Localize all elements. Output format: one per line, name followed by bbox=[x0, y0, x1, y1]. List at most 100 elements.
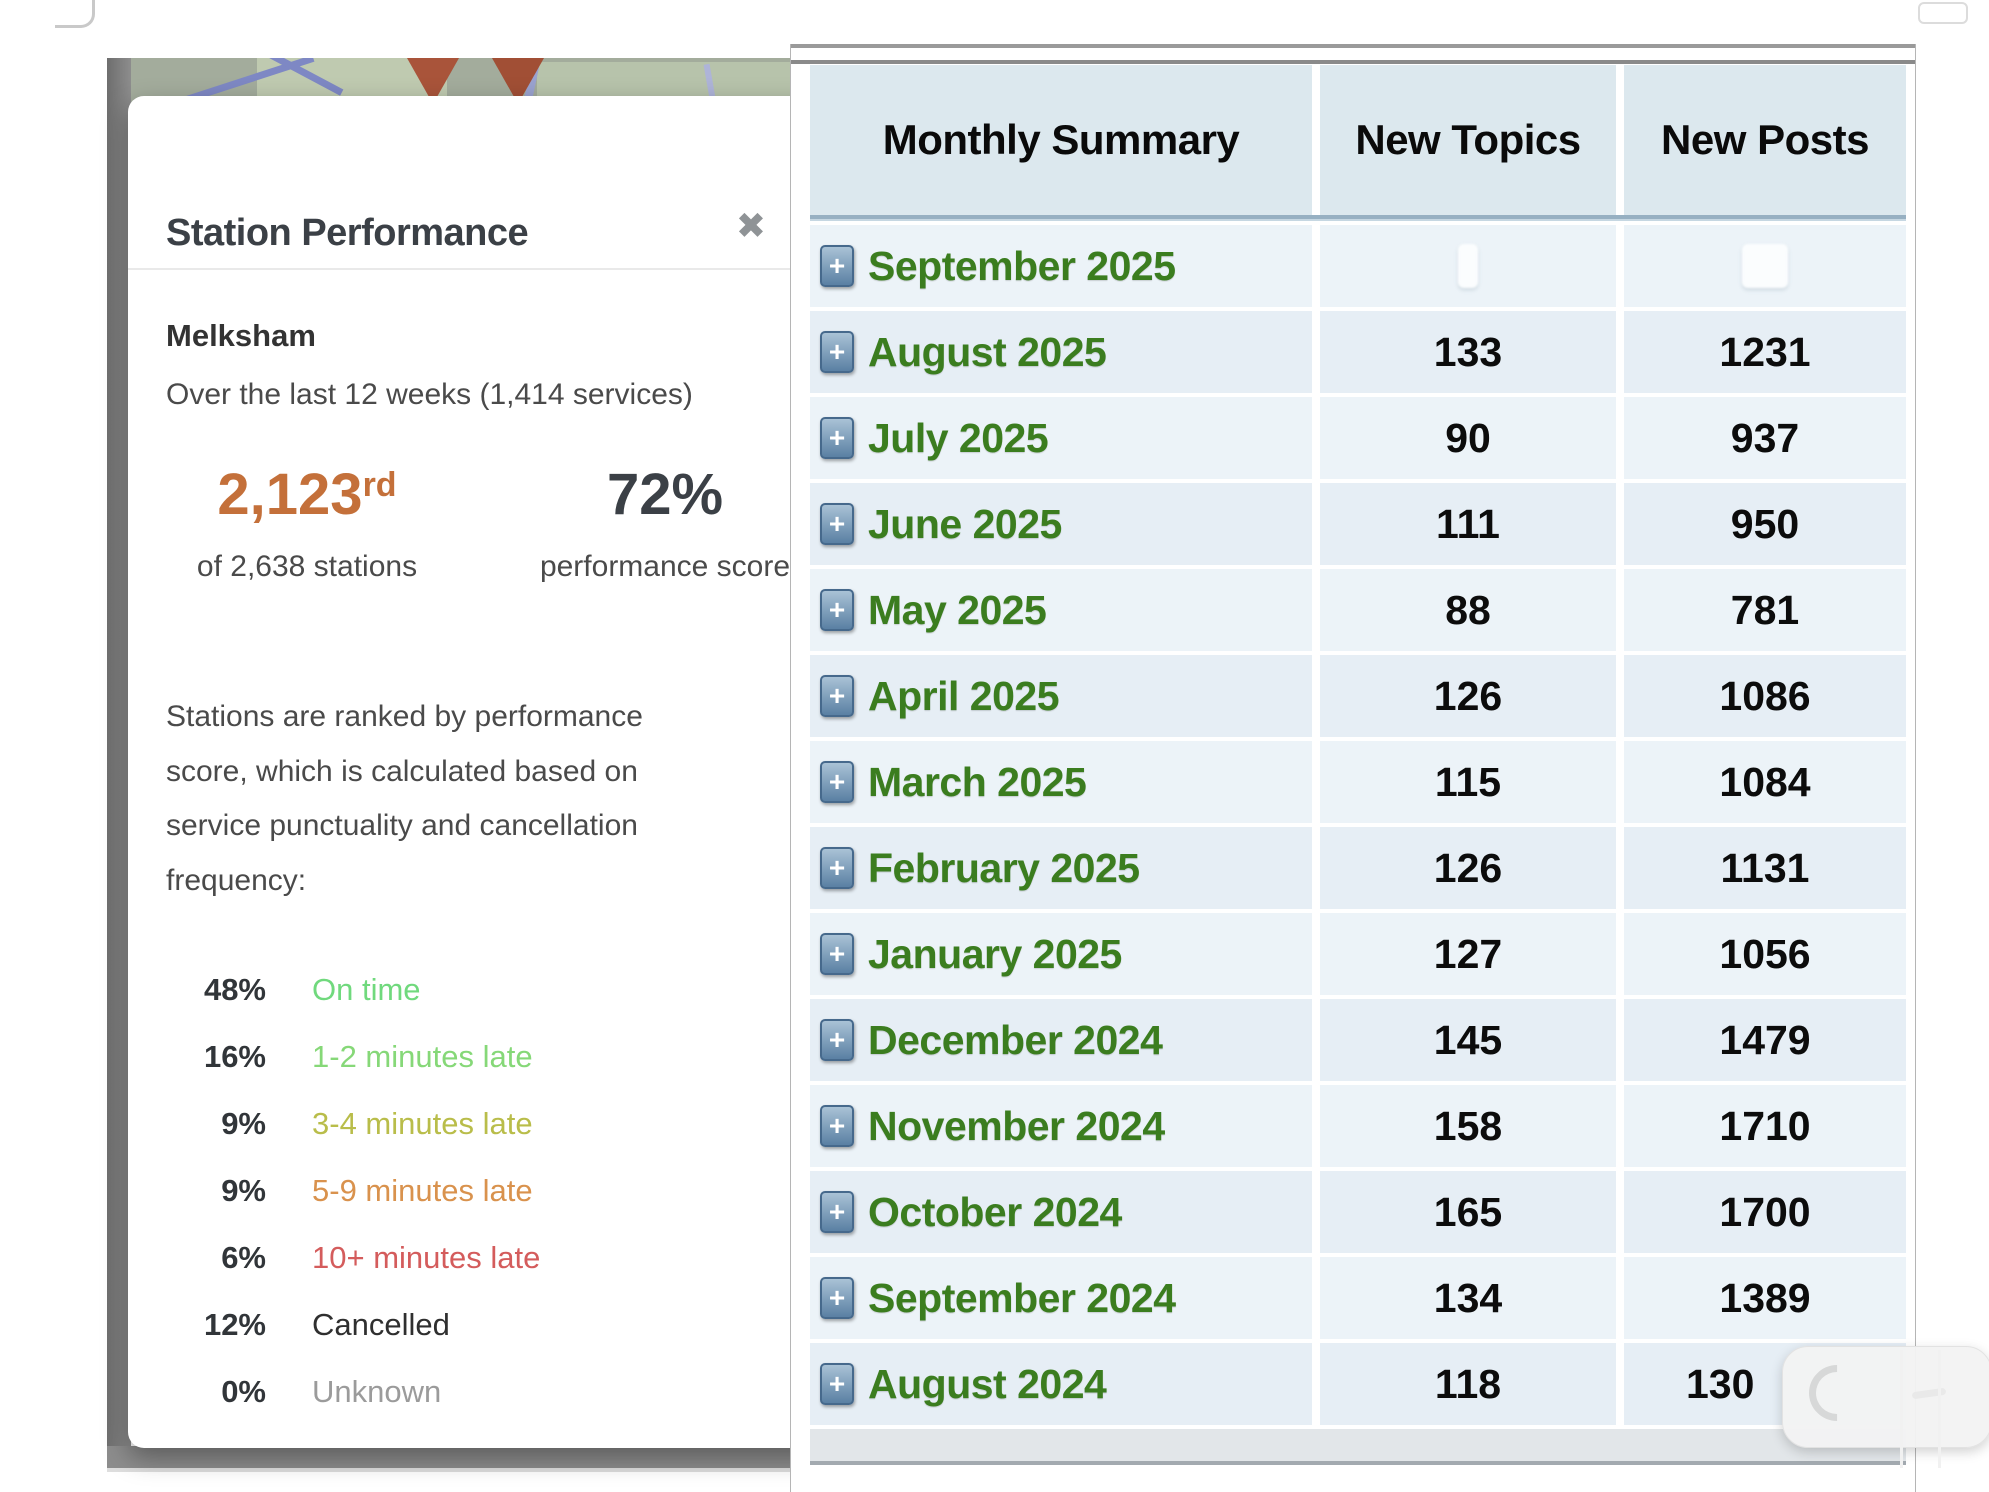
new-posts-cell: 937 bbox=[1624, 397, 1906, 479]
table-row: + April 2025 126 1086 bbox=[810, 655, 1906, 737]
expand-plus-icon[interactable]: + bbox=[820, 589, 854, 631]
table-row: + June 2025 111 950 bbox=[810, 483, 1906, 565]
header-divider bbox=[810, 215, 1906, 221]
table-row: + March 2025 115 1084 bbox=[810, 741, 1906, 823]
table-row: + January 2025 127 1056 bbox=[810, 913, 1906, 995]
expand-plus-icon[interactable]: + bbox=[820, 1191, 854, 1233]
expand-plus-icon[interactable]: + bbox=[820, 761, 854, 803]
month-link[interactable]: March 2025 bbox=[868, 758, 1087, 805]
close-icon[interactable]: ✖ bbox=[735, 205, 766, 246]
rank-ordinal: rd bbox=[362, 466, 397, 504]
expand-plus-icon[interactable]: + bbox=[820, 331, 854, 373]
month-link[interactable]: October 2024 bbox=[868, 1188, 1122, 1235]
expand-plus-icon[interactable]: + bbox=[820, 1019, 854, 1061]
backdrop-left-edge bbox=[107, 58, 131, 1466]
breakdown-percent: 0% bbox=[221, 1374, 266, 1409]
table-header-row: Monthly Summary New Topics New Posts bbox=[810, 65, 1906, 215]
expand-plus-icon[interactable]: + bbox=[820, 503, 854, 545]
month-link[interactable]: February 2025 bbox=[868, 844, 1140, 891]
new-posts-cell: 950 bbox=[1624, 483, 1906, 565]
month-cell: + March 2025 bbox=[810, 741, 1312, 823]
new-topics-cell bbox=[1320, 225, 1616, 307]
score-value: 72% bbox=[606, 462, 724, 527]
rank-sublabel: of 2,638 stations bbox=[196, 550, 418, 583]
backdrop-bottom-line bbox=[107, 1468, 791, 1472]
expand-plus-icon[interactable]: + bbox=[820, 1105, 854, 1147]
expand-plus-icon[interactable]: + bbox=[820, 245, 854, 287]
month-cell: + February 2025 bbox=[810, 827, 1312, 909]
rank-number: 2,123 bbox=[217, 462, 363, 527]
window-frame-top bbox=[791, 44, 1915, 64]
breakdown-percent: 9% bbox=[221, 1106, 266, 1141]
expand-plus-icon[interactable]: + bbox=[820, 933, 854, 975]
month-cell: + July 2025 bbox=[810, 397, 1312, 479]
table-row: + February 2025 126 1131 bbox=[810, 827, 1906, 909]
window-corner-artifact bbox=[55, 0, 95, 28]
forum-table-window: Monthly Summary New Topics New Posts + Se… bbox=[790, 44, 1916, 1492]
new-posts-cell: 1479 bbox=[1624, 999, 1906, 1081]
month-link[interactable]: July 2025 bbox=[868, 414, 1049, 461]
month-link[interactable]: September 2024 bbox=[868, 1274, 1176, 1321]
new-posts-cell: 1056 bbox=[1624, 913, 1906, 995]
new-posts-cell: 1389 bbox=[1624, 1257, 1906, 1339]
month-cell: + August 2025 bbox=[810, 311, 1312, 393]
month-link[interactable]: August 2024 bbox=[868, 1360, 1107, 1407]
breakdown-percent: 9% bbox=[221, 1173, 266, 1208]
expand-plus-icon[interactable]: + bbox=[820, 417, 854, 459]
table-row: + May 2025 88 781 bbox=[810, 569, 1906, 651]
new-topics-cell: 111 bbox=[1320, 483, 1616, 565]
month-link[interactable]: November 2024 bbox=[868, 1102, 1165, 1149]
header-new-posts: New Posts bbox=[1624, 65, 1906, 215]
breakdown-percent: 16% bbox=[203, 1039, 266, 1074]
table-row: + December 2024 145 1479 bbox=[810, 999, 1906, 1081]
table-row: + September 2024 134 1389 bbox=[810, 1257, 1906, 1339]
breakdown-label: Cancelled bbox=[312, 1307, 450, 1342]
breakdown-row: 9% 3-4 minutes late bbox=[166, 1106, 766, 1173]
month-cell: + September 2025 bbox=[810, 225, 1312, 307]
station-name: Melksham bbox=[166, 318, 316, 353]
new-topics-cell: 165 bbox=[1320, 1171, 1616, 1253]
punctuality-breakdown: 48% On time 16% 1-2 minutes late 9% 3-4 minut… bbox=[166, 972, 766, 1441]
table-row: + August 2025 133 1231 bbox=[810, 311, 1906, 393]
rank-value: 2,123rd bbox=[128, 466, 486, 524]
month-link[interactable]: December 2024 bbox=[868, 1016, 1163, 1063]
new-topics-cell: 90 bbox=[1320, 397, 1616, 479]
month-link[interactable]: January 2025 bbox=[868, 930, 1122, 977]
new-topics-cell: 127 bbox=[1320, 913, 1616, 995]
month-link[interactable]: May 2025 bbox=[868, 586, 1047, 633]
month-cell: + December 2024 bbox=[810, 999, 1312, 1081]
window-tab-artifact bbox=[1918, 2, 1968, 24]
new-topics-cell: 126 bbox=[1320, 655, 1616, 737]
expand-plus-icon[interactable]: + bbox=[820, 847, 854, 889]
backdrop-bottom-edge bbox=[107, 1446, 791, 1468]
month-cell: + January 2025 bbox=[810, 913, 1312, 995]
breakdown-label: Unknown bbox=[312, 1374, 442, 1409]
card-header: Station Performance ✖ bbox=[128, 96, 844, 270]
header-monthly-summary: Monthly Summary bbox=[810, 65, 1312, 215]
breakdown-label: 5-9 minutes late bbox=[312, 1173, 533, 1208]
breakdown-percent: 6% bbox=[221, 1240, 266, 1275]
month-link[interactable]: August 2025 bbox=[868, 328, 1107, 375]
score-column: 72% performance score bbox=[486, 466, 844, 584]
expand-plus-icon[interactable]: + bbox=[820, 1363, 854, 1405]
breakdown-label: 10+ minutes late bbox=[312, 1240, 541, 1275]
expand-plus-icon[interactable]: + bbox=[820, 1277, 854, 1319]
new-posts-cell: 1084 bbox=[1624, 741, 1906, 823]
table-row: + November 2024 158 1710 bbox=[810, 1085, 1906, 1167]
new-topics-cell: 88 bbox=[1320, 569, 1616, 651]
ranking-description: Stations are ranked by performance score… bbox=[166, 700, 643, 897]
rank-score-row: 2,123rd of 2,638 stations 72% performanc… bbox=[128, 466, 844, 584]
table-row: + September 2025 bbox=[810, 225, 1906, 307]
month-link[interactable]: September 2025 bbox=[868, 242, 1176, 289]
partial-next-row bbox=[810, 1429, 1906, 1465]
new-posts-cell: 1086 bbox=[1624, 655, 1906, 737]
magnifier-lens-artifact bbox=[1782, 1346, 1989, 1448]
month-link[interactable]: June 2025 bbox=[868, 500, 1062, 547]
new-topics-cell: 126 bbox=[1320, 827, 1616, 909]
month-cell: + May 2025 bbox=[810, 569, 1312, 651]
new-posts-cell: 1231 bbox=[1624, 311, 1906, 393]
lens-streak-artifact bbox=[1938, 1350, 1941, 1468]
expand-plus-icon[interactable]: + bbox=[820, 675, 854, 717]
month-link[interactable]: April 2025 bbox=[868, 672, 1060, 719]
